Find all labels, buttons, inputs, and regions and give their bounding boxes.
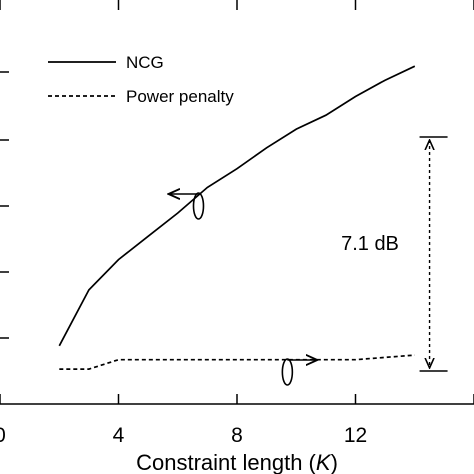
x-axis-title: Constraint length (K) (136, 450, 338, 474)
x-tick-label: 12 (344, 424, 367, 447)
ncg-line (58, 65, 416, 347)
penalty-right-axis-indicator-loop (281, 358, 294, 386)
power-penalty-line (59, 354, 415, 370)
annotation-label: 7.1 dB (341, 233, 399, 255)
legend-label: NCG (126, 53, 164, 72)
penalty-right-axis-indicator (281, 358, 317, 386)
x-tick-label: 0 (0, 424, 6, 447)
annotation-layer: 7.1 dB (168, 136, 448, 386)
x-tick-label: 4 (113, 424, 125, 447)
axes-layer (0, 0, 474, 405)
legend: NCG Power penalty (48, 53, 234, 106)
ncg-left-axis-indicator-loop (192, 192, 205, 220)
legend-label: Power penalty (126, 87, 234, 106)
x-tick-label: 8 (231, 424, 243, 447)
series-layer (58, 65, 416, 370)
label-layer: 0 4 8 12 Constraint length (K) (0, 424, 367, 474)
ncg-left-axis-indicator (168, 192, 205, 220)
